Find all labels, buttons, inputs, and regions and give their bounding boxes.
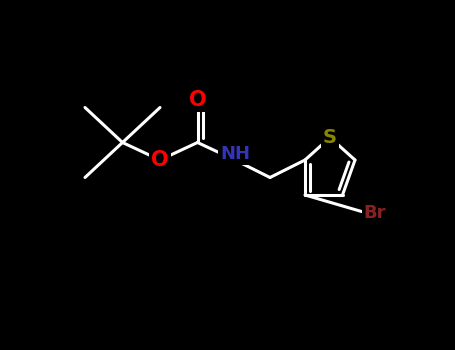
Text: NH: NH	[220, 145, 250, 163]
Text: S: S	[323, 128, 337, 147]
Text: O: O	[151, 150, 169, 170]
Text: O: O	[189, 90, 206, 110]
Text: Br: Br	[364, 203, 386, 222]
